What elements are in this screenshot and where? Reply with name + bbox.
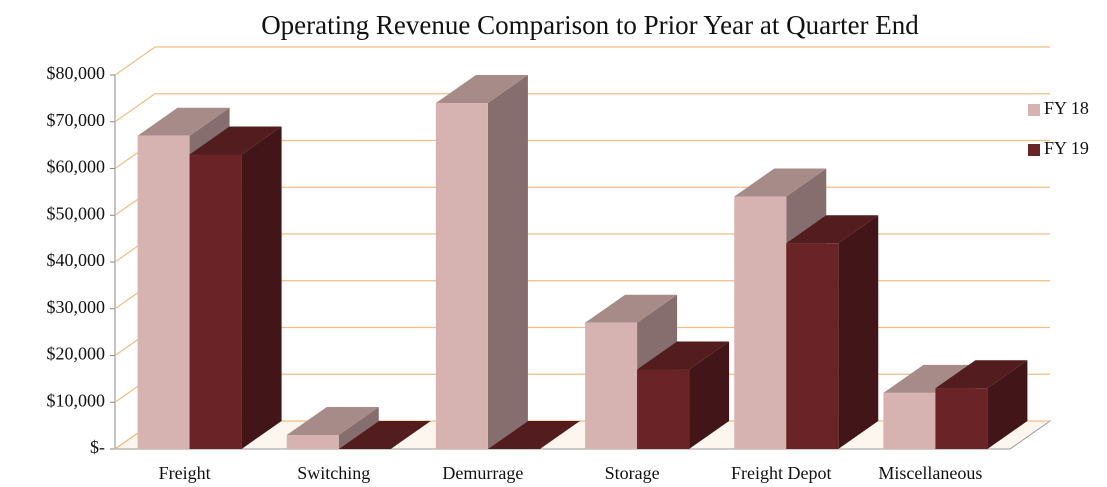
grid-line [114,93,1050,123]
grid-line [114,46,1050,76]
bar-side [338,406,379,449]
bar-top [189,126,282,155]
bar-side [838,215,879,449]
x-tick-label: Demurrage [442,463,523,483]
bar [883,392,936,449]
legend-swatch [1028,144,1040,156]
bar [935,388,988,449]
y-tick-label: $- [90,437,105,457]
y-tick-label: $20,000 [47,344,106,364]
bar-top [286,406,379,435]
bar [286,434,339,449]
legend-label: FY 19 [1044,138,1089,158]
y-tick-label: $80,000 [47,63,106,83]
bar [786,243,839,449]
bar-top [435,75,528,104]
bar-top [637,341,730,370]
chart-title: Operating Revenue Comparison to Prior Ye… [261,10,919,40]
y-tick-label: $40,000 [47,250,106,270]
bar-top [487,421,580,449]
bar-top [338,421,431,449]
bar [734,196,787,449]
bar-top [883,364,976,393]
bar-top [734,168,827,197]
bar [435,103,488,450]
bar-top [137,107,230,136]
bar-side [241,126,282,449]
bar-side [987,360,1028,449]
y-tick-label: $70,000 [47,110,106,130]
bar-top [585,294,678,323]
bar [137,135,190,449]
x-tick-label: Switching [297,463,370,483]
y-tick-label: $30,000 [47,297,106,317]
x-tick-label: Freight [159,463,211,483]
bar [637,369,690,449]
bar-top [786,215,879,244]
y-tick-label: $10,000 [47,390,106,410]
bar-side [487,75,528,450]
bar [585,322,638,449]
bar-top [935,360,1028,389]
bar [189,154,242,449]
x-tick-label: Freight Depot [731,463,832,483]
y-tick-label: $60,000 [47,157,106,177]
legend-swatch [1028,104,1040,116]
x-tick-label: Miscellaneous [878,463,982,483]
bar-side [689,341,730,449]
x-tick-label: Storage [605,463,660,483]
legend-label: FY 18 [1044,98,1089,118]
y-tick-label: $50,000 [47,203,106,223]
